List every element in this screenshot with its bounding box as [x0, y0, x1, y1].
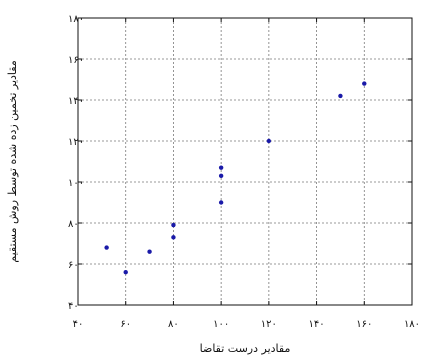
data-point: [362, 81, 367, 86]
y-tick-label: ۱۰۰: [68, 178, 84, 189]
data-point: [171, 222, 176, 228]
y-tick-label: ۸۰: [68, 219, 79, 230]
x-tick-label: ۸۰: [168, 319, 179, 330]
x-tick-label: ۱۴۰: [309, 319, 325, 330]
x-tick-label: ۶۰: [120, 319, 131, 330]
data-point: [218, 173, 224, 179]
y-tick-label: ۶۰: [68, 260, 79, 271]
x-axis-label: مقادیر درست تقاضا: [200, 342, 291, 355]
grid-lines: [78, 18, 412, 305]
data-point: [171, 235, 176, 240]
plot-area: [77, 17, 413, 306]
x-tick-label: ۱۰۰: [213, 319, 229, 330]
data-points: [104, 81, 367, 275]
data-point: [104, 245, 109, 250]
x-tick-labels: ۴۰ ۶۰ ۸۰ ۱۰۰ ۱۲۰ ۱۴۰ ۱۶۰ ۱۸۰: [73, 319, 420, 330]
y-tick-label: ۱۸۰: [68, 14, 84, 25]
y-tick-label: ۴۰: [68, 301, 79, 312]
x-tick-label: ۴۰: [73, 319, 84, 330]
axis-ticks: [77, 17, 413, 306]
data-point: [338, 93, 343, 99]
y-tick-label: ۱۶۰: [68, 55, 84, 66]
y-tick-label: ۱۲۰: [68, 137, 84, 148]
x-tick-label: ۱۲۰: [261, 319, 277, 330]
data-point: [123, 270, 128, 275]
x-tick-label: ۱۶۰: [356, 319, 372, 330]
data-point: [218, 200, 224, 205]
y-axis-label: مقادیر تخمین زده شده توسط روش مستقیم: [6, 60, 19, 263]
data-point: [266, 138, 272, 144]
data-point: [147, 249, 152, 254]
y-tick-labels: ۴۰ ۶۰ ۸۰ ۱۰۰ ۱۲۰ ۱۴۰ ۱۶۰ ۱۸۰: [68, 14, 84, 312]
y-tick-label: ۱۴۰: [68, 96, 84, 107]
data-point: [218, 165, 224, 170]
x-tick-label: ۱۸۰: [404, 319, 420, 330]
